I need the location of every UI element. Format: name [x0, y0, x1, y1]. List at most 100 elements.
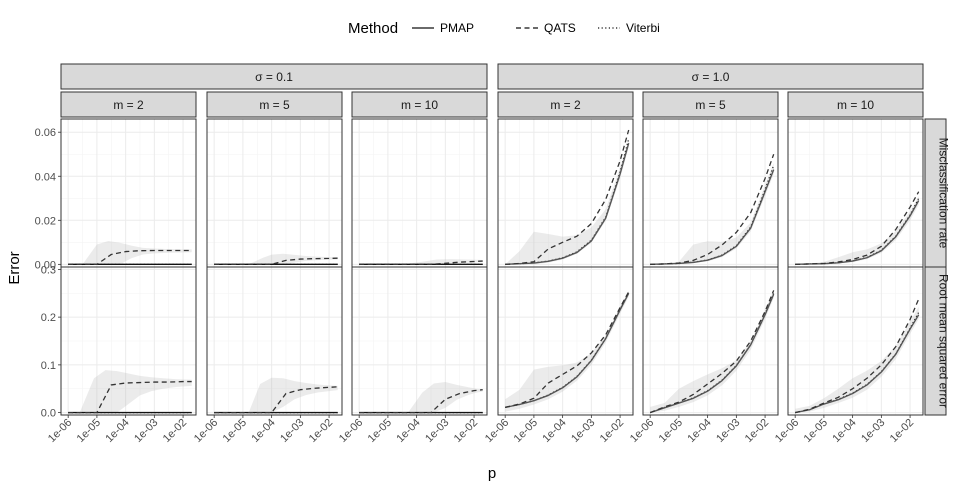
uncertainty-band: [79, 370, 192, 413]
panel-border: [351, 266, 488, 416]
y-tick-label: 0.04: [35, 171, 56, 183]
x-tick-label: 1e-05: [366, 417, 394, 445]
row-strip-label: Misclassification rate: [937, 138, 951, 249]
panel-background: [61, 119, 196, 267]
y-axis-title: Error: [6, 251, 23, 284]
series-line-qats: [505, 129, 630, 266]
m-strip-label: m = 5: [695, 98, 726, 112]
panel-background: [352, 119, 487, 267]
series-line-pmap: [649, 293, 775, 414]
series-line-qats: [359, 260, 483, 266]
x-tick-label: 1e-02: [161, 417, 189, 445]
uncertainty-band: [248, 377, 338, 413]
series-line-qats: [68, 380, 192, 414]
y-tick-label: 0.3: [41, 264, 56, 276]
panel-border: [206, 266, 343, 416]
legend: Method PMAP QATS Viterbi: [348, 20, 660, 37]
x-tick-label: 1e-03: [132, 417, 160, 445]
series-line-qats: [359, 389, 483, 414]
x-tick-label: 1e-02: [452, 417, 480, 445]
panel-r0-c4: [642, 118, 779, 268]
uncertainty-band: [505, 138, 629, 265]
panel-r1-c1: [206, 266, 343, 416]
m-strip-bg-1: [206, 91, 343, 118]
x-tick-label: 1e-06: [46, 417, 74, 445]
m-strip-bg-2: [351, 91, 488, 118]
x-tick-label: 1e-04: [830, 417, 858, 445]
uncertainty-band: [408, 382, 483, 413]
x-axis-title: p: [488, 465, 496, 482]
panel-border: [497, 266, 634, 416]
panel-r0-c5: [787, 118, 924, 268]
x-tick-label: 1e-03: [859, 417, 887, 445]
x-tick-label: 1e-06: [483, 417, 511, 445]
x-tick-label: 1e-06: [773, 417, 801, 445]
x-tick-label: 1e-06: [337, 417, 365, 445]
x-tick-label: 1e-03: [569, 417, 597, 445]
x-tick-label: 1e-03: [714, 417, 742, 445]
x-tick-label: 1e-02: [743, 417, 771, 445]
uncertainty-band: [505, 290, 629, 412]
panel-background: [207, 119, 342, 267]
y-tick-label: 0.02: [35, 215, 56, 227]
row-strip-label: Root mean squared error: [937, 274, 951, 408]
panel-r0-c0: [60, 118, 197, 268]
sigma-strip-label: σ = 0.1: [255, 70, 293, 84]
x-tick-label: 1e-05: [221, 417, 249, 445]
panel-r1-c5: [787, 266, 924, 416]
legend-label-viterbi: Viterbi: [626, 21, 660, 35]
x-tick-label: 1e-04: [685, 417, 713, 445]
panel-background: [788, 119, 923, 267]
y-tick-label: 0.1: [41, 360, 56, 372]
m-strip-label: m = 10: [401, 98, 438, 112]
series-line-qats: [795, 298, 920, 414]
x-tick-label: 1e-02: [888, 417, 916, 445]
legend-title: Method: [348, 20, 398, 37]
x-tick-label: 1e-02: [598, 417, 626, 445]
x-tick-label: 1e-04: [394, 417, 422, 445]
m-strip-label: m = 5: [259, 98, 290, 112]
x-tick-label: 1e-05: [75, 417, 103, 445]
series-line-pmap: [795, 314, 920, 414]
y-tick-label: 0.0: [41, 408, 56, 420]
series-line-qats: [214, 257, 338, 266]
m-strip-label: m = 10: [837, 98, 874, 112]
uncertainty-band: [82, 241, 192, 265]
row-strip-bg-1: [924, 266, 947, 416]
panel-r1-c3: [497, 266, 634, 416]
x-tick-label: 1e-06: [192, 417, 220, 445]
facet-panels: [60, 118, 924, 416]
panel-r1-c4: [642, 266, 779, 416]
y-tick-label: 0.00: [35, 259, 56, 271]
sigma-strip-bg-0: [60, 63, 488, 90]
series-line-qats: [795, 191, 920, 266]
m-strip-bg-5: [787, 91, 924, 118]
legend-label-qats: QATS: [544, 21, 576, 35]
x-tick-label: 1e-04: [249, 417, 277, 445]
panel-r0-c2: [351, 118, 488, 268]
uncertainty-band: [402, 259, 483, 265]
m-strip-label: m = 2: [113, 98, 144, 112]
panel-r1-c0: [60, 266, 197, 416]
series-line-pmap: [505, 292, 630, 409]
panel-border: [787, 266, 924, 416]
m-strip-bg-3: [497, 91, 634, 118]
series-line-qats: [650, 154, 775, 266]
series-line-pmap: [505, 143, 630, 266]
x-tick-label: 1e-03: [278, 417, 306, 445]
sigma-strip-bg-1: [497, 63, 924, 90]
panel-r0-c1: [206, 118, 343, 268]
x-tick-label: 1e-06: [628, 417, 656, 445]
x-tick-label: 1e-05: [657, 417, 685, 445]
y-tick-label: 0.2: [41, 312, 56, 324]
x-tick-label: 1e-02: [307, 417, 335, 445]
facet-strips: σ = 0.1 σ = 1.0 m = 2 m = 5 m = 10 m = 2 m = 5…: [60, 63, 951, 416]
panel-border: [642, 266, 779, 416]
m-strip-label: m = 2: [550, 98, 581, 112]
sigma-strip-label: σ = 1.0: [692, 70, 730, 84]
x-tick-label: 1e-05: [512, 417, 540, 445]
panel-border: [60, 266, 197, 416]
m-strip-bg-0: [60, 91, 197, 118]
series-line-qats: [214, 386, 338, 414]
